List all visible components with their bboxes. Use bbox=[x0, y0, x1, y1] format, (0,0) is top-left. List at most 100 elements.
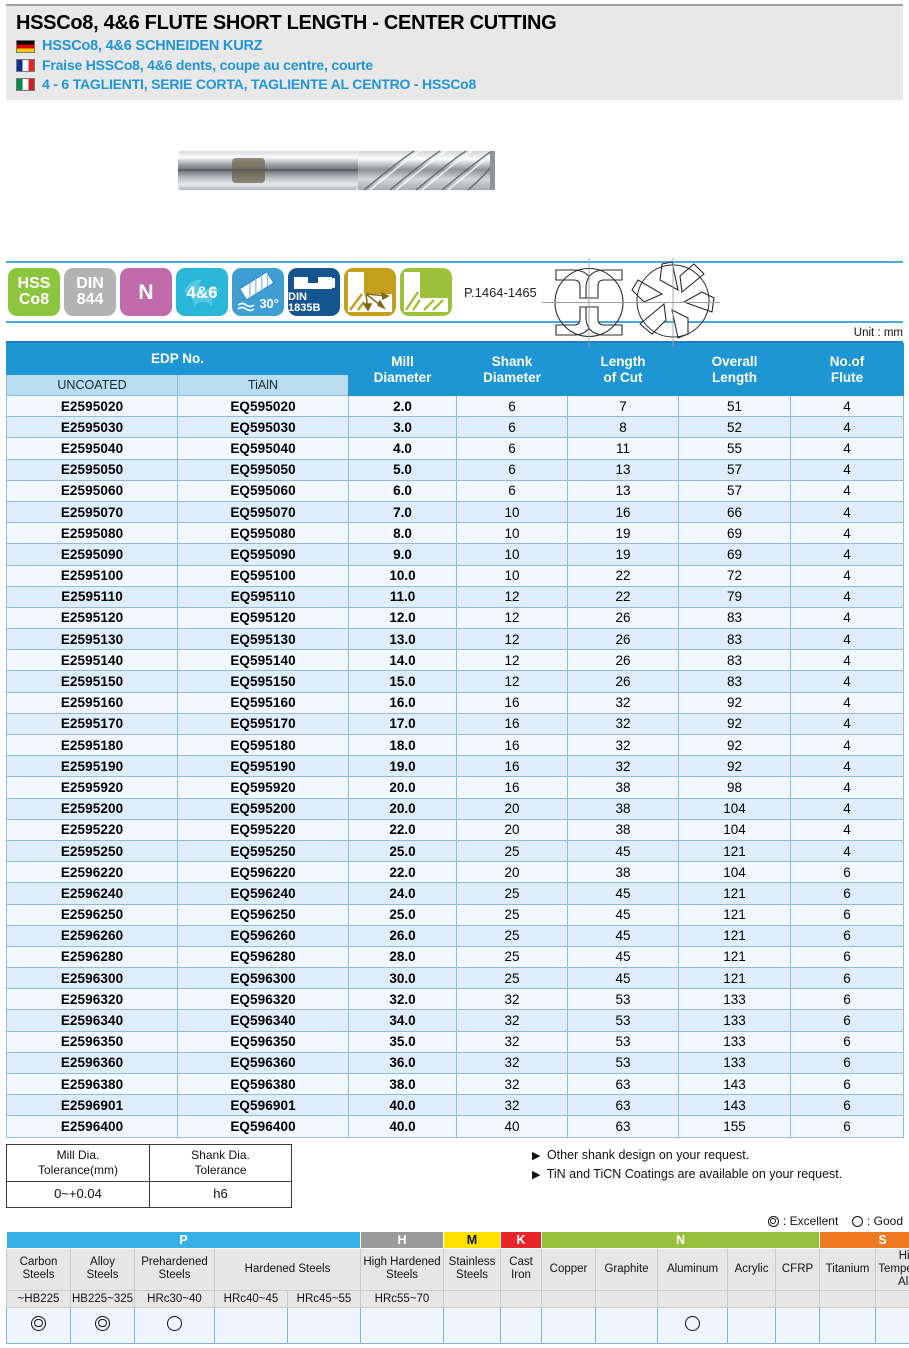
table-cell: EQ595920 bbox=[178, 777, 349, 798]
table-cell: 4 bbox=[791, 438, 904, 459]
header-tialn: TiAlN bbox=[178, 375, 349, 396]
table-cell: EQ596300 bbox=[178, 968, 349, 989]
table-cell: 25 bbox=[457, 840, 568, 861]
table-cell: 63 bbox=[568, 1116, 679, 1137]
material-name-cell: Aluminum bbox=[658, 1248, 728, 1291]
flag-germany-icon bbox=[16, 40, 35, 53]
table-cell: 69 bbox=[679, 544, 791, 565]
table-cell: 16 bbox=[457, 777, 568, 798]
title-german: HSSCo8, 4&6 SCHNEIDEN KURZ bbox=[42, 38, 262, 54]
table-cell: 35.0 bbox=[349, 1031, 457, 1052]
table-cell: E2595140 bbox=[7, 650, 178, 671]
table-cell: EQ596250 bbox=[178, 904, 349, 925]
header-shank-diameter-l2: Diameter bbox=[457, 370, 567, 386]
table-cell: 6 bbox=[791, 925, 904, 946]
table-cell: 4 bbox=[791, 586, 904, 607]
table-cell: 32 bbox=[568, 756, 679, 777]
table-cell: 92 bbox=[679, 713, 791, 734]
table-cell: 18.0 bbox=[349, 735, 457, 756]
table-cell: EQ596340 bbox=[178, 1010, 349, 1031]
material-name-cell: HighTemperatureAlloy bbox=[876, 1248, 909, 1291]
table-cell: 16 bbox=[457, 692, 568, 713]
title-italian: 4 - 6 TAGLIENTI, SERIE CORTA, TAGLIENTE … bbox=[42, 76, 476, 92]
header-length-of-cut-l2: of Cut bbox=[568, 370, 678, 386]
table-cell: 6 bbox=[791, 904, 904, 925]
table-cell: 6 bbox=[791, 1052, 904, 1073]
table-cell: 133 bbox=[679, 989, 791, 1010]
helix-angle-label: 30° bbox=[259, 297, 279, 310]
title-italian-row: 4 - 6 TAGLIENTI, SERIE CORTA, TAGLIENTE … bbox=[16, 76, 893, 92]
table-cell: 32 bbox=[457, 989, 568, 1010]
table-cell: EQ595190 bbox=[178, 756, 349, 777]
table-cell: 4 bbox=[791, 692, 904, 713]
table-cell: 19.0 bbox=[349, 756, 457, 777]
material-name-line: Graphite bbox=[597, 1263, 656, 1276]
table-cell: EQ596350 bbox=[178, 1031, 349, 1052]
header-overall-length-l2: Length bbox=[679, 370, 790, 386]
table-cell: 24.0 bbox=[349, 883, 457, 904]
table-cell: 6 bbox=[457, 438, 568, 459]
table-cell: 22 bbox=[568, 586, 679, 607]
table-header-row-1: EDP No. Mill Diameter Shank Diameter Len… bbox=[7, 344, 904, 375]
table-cell: 16 bbox=[457, 713, 568, 734]
rating-legend: : Excellent : Good bbox=[6, 1214, 903, 1228]
table-cell: 121 bbox=[679, 904, 791, 925]
table-cell: 6.0 bbox=[349, 480, 457, 501]
table-cell: 32 bbox=[457, 1052, 568, 1073]
table-cell: 12 bbox=[457, 650, 568, 671]
table-cell: 16 bbox=[457, 756, 568, 777]
table-cell: 6 bbox=[791, 1116, 904, 1137]
table-cell: 6 bbox=[791, 968, 904, 989]
table-cell: 143 bbox=[679, 1095, 791, 1116]
material-group-M: M bbox=[444, 1231, 501, 1248]
table-cell: 20 bbox=[457, 819, 568, 840]
table-cell: 20 bbox=[457, 862, 568, 883]
table-cell: 16.0 bbox=[349, 692, 457, 713]
table-cell: 63 bbox=[568, 1074, 679, 1095]
table-cell: 6 bbox=[457, 480, 568, 501]
table-cell: 6 bbox=[791, 883, 904, 904]
table-cell: 92 bbox=[679, 692, 791, 713]
table-cell: E2595100 bbox=[7, 565, 178, 586]
table-cell: 72 bbox=[679, 565, 791, 586]
tolerance-value-row: 0~+0.04 h6 bbox=[7, 1181, 292, 1207]
table-cell: 133 bbox=[679, 1010, 791, 1031]
table-cell: 4 bbox=[791, 798, 904, 819]
table-cell: 7.0 bbox=[349, 501, 457, 522]
tolerance-mill-value: 0~+0.04 bbox=[7, 1181, 150, 1207]
table-cell: 8.0 bbox=[349, 523, 457, 544]
table-cell: EQ595250 bbox=[178, 840, 349, 861]
ramping-shape bbox=[344, 268, 396, 316]
material-name-line: Steels bbox=[72, 1269, 133, 1282]
din-line2: 844 bbox=[77, 292, 104, 308]
material-hardness-cell bbox=[820, 1291, 876, 1308]
table-cell: 4 bbox=[791, 544, 904, 565]
table-cell: 15.0 bbox=[349, 671, 457, 692]
material-name-line: High Hardened bbox=[362, 1256, 442, 1269]
material-hardness-cell bbox=[658, 1291, 728, 1308]
excellent-symbol-icon bbox=[95, 1316, 110, 1331]
material-rating-cell bbox=[658, 1308, 728, 1344]
table-cell: EQ595020 bbox=[178, 396, 349, 417]
table-cell: EQ596360 bbox=[178, 1052, 349, 1073]
table-cell: EQ596240 bbox=[178, 883, 349, 904]
table-cell: 133 bbox=[679, 1052, 791, 1073]
table-cell: 30.0 bbox=[349, 968, 457, 989]
table-cell: EQ595070 bbox=[178, 501, 349, 522]
note-text: Other shank design on your request. bbox=[547, 1148, 749, 1162]
material-hardness-cell: HRc55~70 bbox=[361, 1291, 444, 1308]
table-cell: EQ596220 bbox=[178, 862, 349, 883]
cross-section-diagrams bbox=[536, 250, 726, 355]
